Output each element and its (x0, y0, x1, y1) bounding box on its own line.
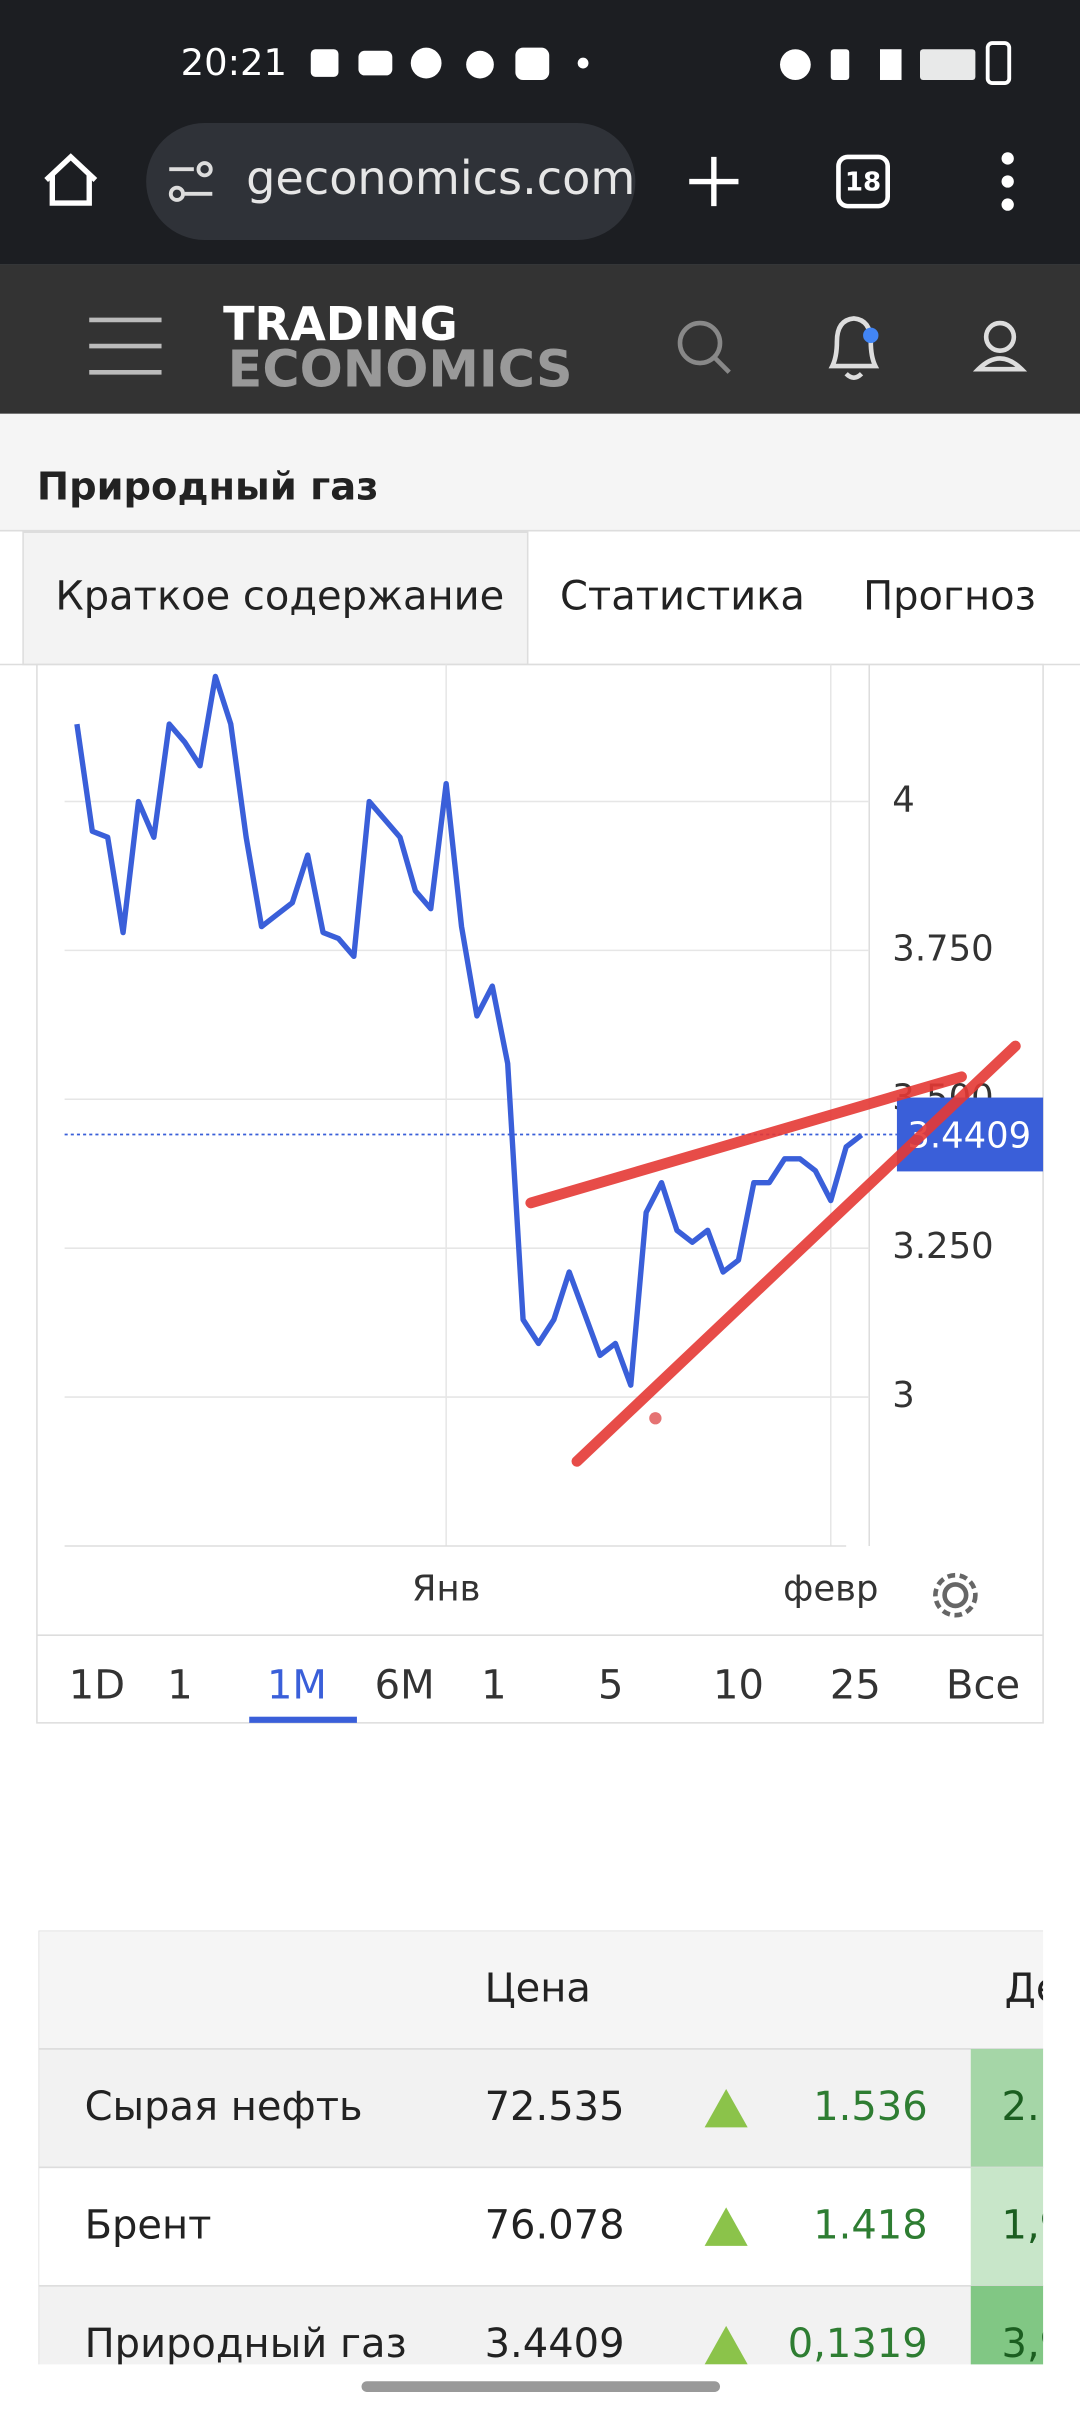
table-row[interactable] (38, 2048, 1053, 2169)
change: 0,1319 (788, 2321, 928, 2367)
range-button[interactable]: 5 (598, 1662, 623, 1708)
y-tick-label: 4 (892, 780, 915, 821)
x-tick-label: Янв (412, 1569, 481, 1610)
range-button[interactable]: Все (946, 1662, 1020, 1708)
hamburger-menu[interactable] (89, 317, 162, 375)
tab-switcher[interactable] (836, 154, 890, 209)
account-button[interactable] (972, 320, 1028, 372)
chart-panel (36, 663, 1044, 1724)
status-icons (310, 41, 1012, 85)
notifications-button[interactable] (828, 316, 880, 380)
up-arrow (704, 2207, 748, 2246)
tab-count: 18 (845, 168, 881, 198)
y-tick-label: 3.250 (892, 1226, 993, 1267)
change-percent-cell (970, 2167, 1044, 2286)
table-row[interactable] (38, 2285, 1053, 2404)
time: 20:21 (181, 41, 287, 84)
price: 3.4409 (485, 2321, 625, 2367)
gesture-bar (361, 2381, 720, 2393)
tab-label[interactable]: Краткое содержание (55, 573, 504, 619)
change-percent-cell (970, 2048, 1044, 2168)
commodity-name: Брент (85, 2202, 212, 2248)
up-arrow (704, 2088, 748, 2128)
annotation-dot (649, 1412, 662, 1425)
column-header: Цена (485, 1966, 591, 2012)
logo-bottom[interactable]: ECONOMICS (228, 339, 573, 398)
table-row[interactable] (38, 2166, 1053, 2287)
range-selected-indicator (249, 1716, 357, 1723)
range-button[interactable]: 10 (713, 1662, 764, 1708)
x-tick-label: февр (783, 1569, 878, 1610)
home-button[interactable] (44, 153, 98, 206)
url-text: geconomics.com (246, 151, 635, 205)
price-line (74, 673, 864, 1388)
table-header-row (38, 1930, 1044, 2050)
range-button[interactable]: 1 (167, 1662, 192, 1708)
title-bar (0, 413, 1080, 531)
column-header: Де (1005, 1966, 1061, 2012)
range-button[interactable]: 6M (375, 1662, 435, 1708)
range-selector: 1D 1 1M 6M 1 5 10 25 Все (69, 1662, 1020, 1723)
change: 1.536 (813, 2084, 927, 2130)
menu-button[interactable] (1001, 152, 1014, 211)
logo-top[interactable]: TRADING (223, 297, 458, 351)
annotation-line (571, 1040, 1021, 1467)
commodities-table: Цена Де Сырая нефть 72.535 1.536 2.1 Брент 76.0… (38, 1930, 1066, 2404)
range-button[interactable]: 1M (267, 1662, 327, 1708)
range-button[interactable]: 1D (69, 1662, 125, 1708)
change-percent: 3,9 (1002, 2321, 1066, 2367)
chart-settings[interactable] (933, 1572, 978, 1618)
tab-label[interactable]: Прогноз (863, 573, 1036, 619)
annotation-line (525, 1071, 967, 1209)
notification-dot (863, 327, 879, 344)
annotation-drawing (525, 1040, 1021, 1467)
change-percent: 1,9 (1002, 2202, 1066, 2248)
change: 1.418 (813, 2202, 927, 2248)
commodity-name: Природный газ (85, 2321, 407, 2367)
tab-label[interactable]: Статистика (560, 573, 805, 619)
new-tab-button[interactable] (689, 156, 739, 207)
y-tick-label: 3 (892, 1375, 915, 1416)
url-bar[interactable] (146, 123, 636, 240)
page-title: Природный газ (37, 465, 379, 510)
site-info-icon[interactable] (168, 161, 213, 202)
active-tab[interactable] (22, 531, 529, 666)
search-button[interactable] (677, 320, 731, 374)
range-button[interactable]: 1 (481, 1662, 506, 1708)
up-arrow (704, 2325, 748, 2365)
y-tick-label: 3.750 (892, 928, 993, 969)
change-percent: 2.1 (1002, 2084, 1066, 2130)
change-percent-cell (970, 2285, 1044, 2365)
range-button[interactable]: 25 (830, 1662, 881, 1708)
commodity-name: Сырая нефть (85, 2084, 363, 2130)
price: 76.078 (485, 2202, 625, 2248)
site-header (0, 264, 1080, 414)
price: 72.535 (485, 2084, 625, 2130)
